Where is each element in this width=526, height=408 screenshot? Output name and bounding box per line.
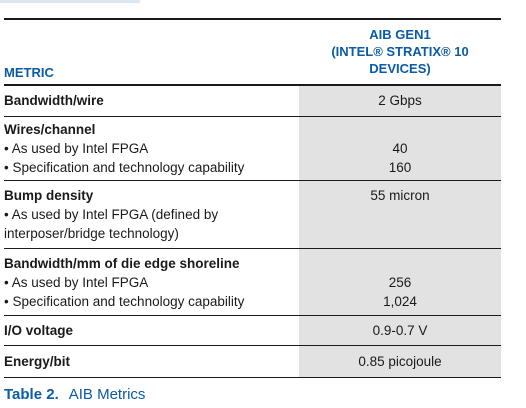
column-header-line: (INTEL® STRATIX® 10 [331, 44, 469, 59]
top-decoration [0, 0, 140, 3]
value-line: 160 [388, 160, 412, 175]
table-header-row: METRIC AIB GEN1 (INTEL® STRATIX® 10 DEVI… [4, 18, 501, 86]
table-row: Bandwidth/wire 2 Gbps [4, 86, 501, 117]
row-subitem: • Specification and technology capabilit… [4, 294, 245, 309]
row-value: 0.9-0.7 V [299, 316, 501, 345]
value-line [299, 120, 501, 139]
column-header-line: AIB GEN1 [369, 27, 431, 42]
row-value: 55 micron [299, 181, 501, 248]
table-caption: Table 2. AIB Metrics [4, 386, 145, 403]
row-title: Bandwidth/wire [4, 93, 104, 108]
value-line [299, 254, 501, 273]
row-value: 40 160 [299, 117, 501, 180]
metric-column-header: METRIC [4, 65, 54, 80]
value-line: 2 Gbps [378, 93, 422, 108]
row-value: 2 Gbps [299, 86, 501, 116]
table-row: Bump density • As used by Intel FPGA (de… [4, 181, 501, 249]
row-title: Wires/channel [4, 122, 96, 137]
column-header-line: DEVICES) [369, 61, 431, 76]
table-row: Bandwidth/mm of die edge shoreline • As … [4, 249, 501, 316]
row-subitem: • As used by Intel FPGA [4, 275, 149, 290]
aib-gen1-column-header: AIB GEN1 (INTEL® STRATIX® 10 DEVICES) [299, 20, 501, 84]
row-value: 0.85 picojoule [299, 346, 501, 377]
row-metric: Energy/bit [4, 346, 299, 377]
row-subitem: • Specification and technology capabilit… [4, 160, 245, 175]
metrics-table: METRIC AIB GEN1 (INTEL® STRATIX® 10 DEVI… [4, 18, 501, 378]
value-line: 40 [392, 141, 408, 156]
caption-text: AIB Metrics [68, 386, 146, 403]
caption-label: Table 2. [4, 386, 59, 403]
row-metric: Bump density • As used by Intel FPGA (de… [4, 181, 299, 248]
table-row: Energy/bit 0.85 picojoule [4, 346, 501, 378]
value-line: 0.85 picojoule [358, 354, 442, 369]
value-line: 55 micron [370, 188, 430, 203]
row-title: Bandwidth/mm of die edge shoreline [4, 256, 240, 271]
row-subitem: • As used by Intel FPGA (defined by [4, 207, 219, 222]
row-metric: Wires/channel • As used by Intel FPGA • … [4, 117, 299, 180]
value-line: 256 [388, 275, 412, 290]
table-row: I/O voltage 0.9-0.7 V [4, 316, 501, 346]
row-metric: I/O voltage [4, 316, 299, 345]
row-subitem: interposer/bridge technology) [4, 226, 179, 241]
table-row: Wires/channel • As used by Intel FPGA • … [4, 117, 501, 181]
row-subitem: • As used by Intel FPGA [4, 141, 149, 156]
row-value: 256 1,024 [299, 249, 501, 315]
row-title: I/O voltage [4, 323, 74, 338]
value-line: 1,024 [383, 294, 417, 309]
row-metric: Bandwidth/mm of die edge shoreline • As … [4, 249, 299, 315]
row-metric: Bandwidth/wire [4, 86, 299, 116]
row-title: Energy/bit [4, 354, 71, 369]
value-line: 0.9-0.7 V [372, 323, 428, 338]
row-title: Bump density [4, 188, 94, 203]
